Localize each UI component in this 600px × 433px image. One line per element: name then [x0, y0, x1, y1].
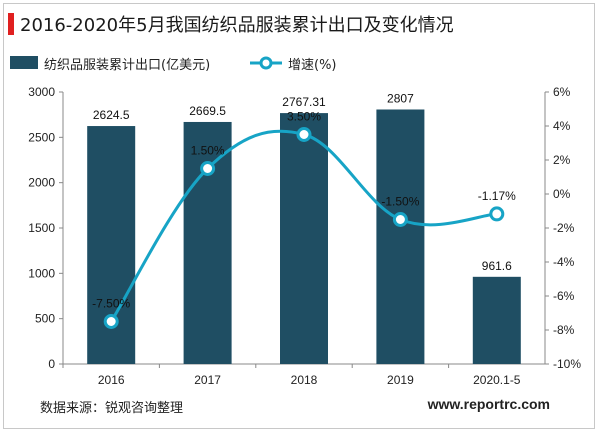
y-left-tick-label: 1500: [28, 221, 55, 235]
chart-frame: [3, 3, 595, 429]
y-right-tick-label: -6%: [553, 289, 575, 303]
y-right-tick-label: -8%: [553, 323, 575, 337]
growth-point: [489, 206, 505, 222]
x-tick-label: 2018: [291, 373, 318, 387]
legend-item-line: 增速(%): [248, 54, 378, 73]
bar-data-label: 2669.5: [189, 104, 226, 118]
data-source: 数据来源：锐观咨询整理: [40, 401, 184, 416]
y-right-tick-label: -2%: [553, 221, 575, 235]
bar: [183, 121, 232, 364]
legend-item-bar: 纺织品服装累计出口(亿美元): [10, 54, 240, 73]
y-left-tick-label: 0: [48, 357, 55, 371]
title-accent-bar: [8, 13, 14, 35]
x-tick-label: 2016: [98, 373, 125, 387]
x-tick-label: 2019: [387, 373, 414, 387]
chart-title: 2016-2020年5月我国纺织品服装累计出口及变化情况: [20, 15, 454, 36]
y-right-tick-label: 6%: [553, 85, 571, 99]
bar: [376, 109, 425, 365]
growth-data-label: -1.17%: [478, 189, 516, 203]
growth-point: [296, 127, 312, 142]
bar-data-label: 2807: [387, 91, 414, 105]
growth-point: [200, 161, 216, 176]
growth-point: [392, 212, 408, 227]
bar: [280, 113, 328, 364]
y-left-tick-label: 3000: [28, 85, 55, 99]
y-right-tick-label: -4%: [553, 255, 575, 269]
growth-data-label: 1.50%: [191, 144, 225, 158]
y-right-tick-label: 4%: [553, 119, 571, 133]
legend-line-swatch: [250, 56, 282, 70]
bar-data-label: 961.6: [482, 259, 512, 273]
y-right-tick-label: -10%: [553, 357, 581, 371]
y-left-tick-label: 2500: [28, 130, 55, 144]
x-tick-label: 2020.1-5: [473, 373, 521, 387]
y-left-tick-label: 1000: [28, 266, 55, 280]
growth-data-label: 3.50%: [287, 110, 321, 124]
x-tick-label: 2017: [194, 373, 221, 387]
bar-data-label: 2767.31: [282, 95, 326, 109]
growth-data-label: -1.50%: [381, 195, 419, 209]
y-left-tick-label: 500: [35, 312, 55, 326]
legend-bar-label: 纺织品服装累计出口(亿美元): [44, 58, 211, 73]
y-left-tick-label: 2000: [28, 176, 55, 190]
growth-point: [103, 314, 119, 329]
website-link: www.reportrc.com: [427, 396, 550, 412]
bar-data-label: 2624.5: [93, 108, 130, 122]
y-right-tick-label: 0%: [553, 187, 571, 201]
y-right-tick-label: 2%: [553, 153, 571, 167]
growth-data-label: -7.50%: [92, 297, 130, 311]
bar: [472, 276, 521, 364]
legend-line-label: 增速(%): [288, 58, 337, 73]
legend-bar-swatch: [10, 56, 38, 69]
